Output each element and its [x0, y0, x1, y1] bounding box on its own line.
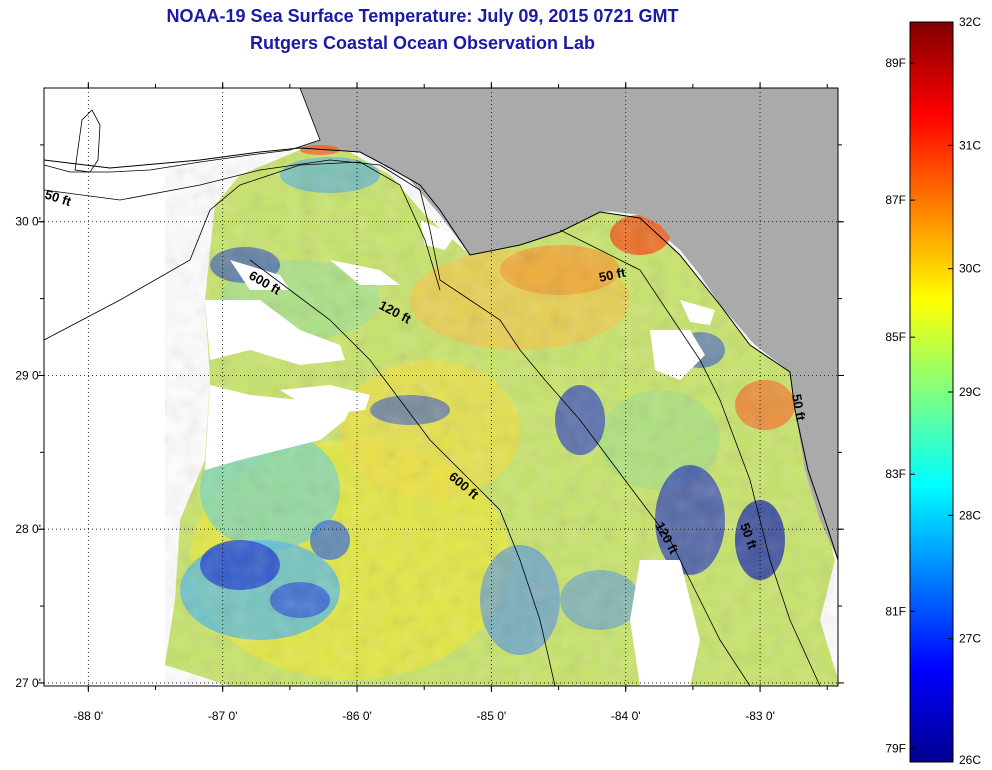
lon-tick-label: -83 0': [745, 709, 775, 723]
axis-ticks: -88 0' -87 0' -86 0' -85 0' -84 0' -83 0' 30 0…: [15, 82, 844, 723]
colorbar-labels: 32C 31C 30C 29C 28C 27C 26C 89F 87F 85F 83F 81F 79F: [885, 15, 981, 767]
chart-title: NOAA-19 Sea Surface Temperature: July 09…: [166, 6, 679, 26]
lon-tick-label: -84 0': [611, 709, 641, 723]
contour-label: 50 ft: [598, 265, 628, 285]
lon-tick-label: -87 0': [208, 709, 238, 723]
panhandle-land: [44, 88, 321, 173]
map-frame: [43, 87, 839, 687]
lat-tick-label: 29 0': [15, 368, 41, 382]
cloud-gaps: [205, 220, 715, 686]
colorbar-label-f: 81F: [885, 604, 906, 618]
colorbar-label-f: 79F: [885, 741, 906, 755]
lat-tick-label: 28 0': [15, 522, 41, 536]
lon-tick-label: -86 0': [342, 709, 372, 723]
colorbar-label-f: 83F: [885, 467, 906, 481]
coastline: [44, 147, 838, 561]
lon-tick-label: -88 0': [74, 709, 104, 723]
mobile-bay: [74, 109, 101, 173]
colorbar-label-c: 29C: [959, 385, 981, 399]
colorbar-label-c: 26C: [959, 753, 981, 767]
colorbar-label-f: 87F: [885, 193, 906, 207]
florida-land: [300, 88, 838, 560]
colorbar-label-c: 27C: [959, 632, 981, 646]
bathymetry-contours: [44, 159, 821, 686]
colorbar-label-c: 28C: [959, 508, 981, 522]
colorbar-label-f: 85F: [885, 330, 906, 344]
lat-tick-label: 27 0': [15, 676, 41, 690]
lon-tick-label: -85 0': [477, 709, 507, 723]
colorbar-label-f: 89F: [885, 56, 906, 70]
contour-label: 50 ft: [789, 393, 809, 423]
colorbar-label-c: 32C: [959, 15, 981, 29]
colorbar: [909, 21, 954, 763]
chart-subtitle: Rutgers Coastal Ocean Observation Lab: [249, 33, 596, 53]
colorbar-label-c: 30C: [959, 262, 981, 276]
lat-tick-label: 30 0': [15, 215, 41, 229]
graticule: [44, 88, 838, 686]
colorbar-label-c: 31C: [959, 138, 981, 152]
